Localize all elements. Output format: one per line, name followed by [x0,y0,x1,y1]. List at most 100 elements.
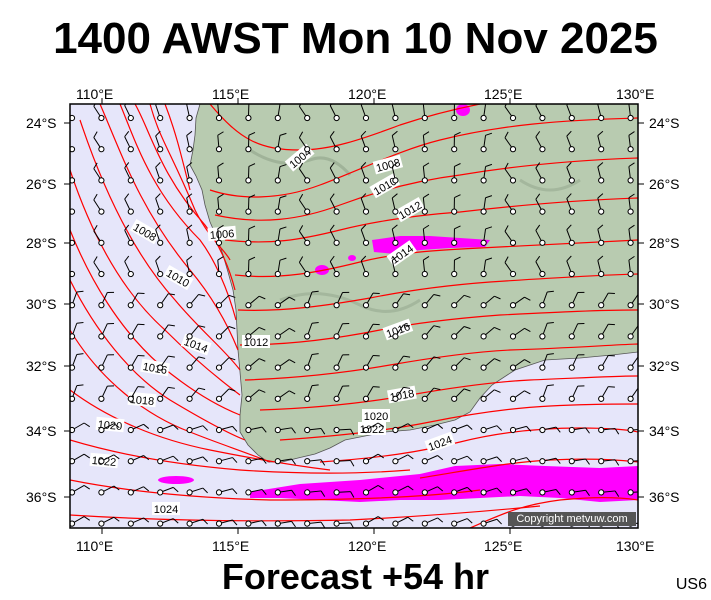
wind-barb [157,486,179,496]
wind-barb [568,458,590,465]
wind-barb [329,162,340,184]
wind-barb [597,130,605,153]
wind-barb [627,104,635,122]
lat-tick-left-34: 34°S [26,423,57,439]
wind-barb [124,130,134,153]
wind-barb [215,162,224,184]
wind-barb [598,323,615,340]
wind-barb [333,520,355,528]
lat-tick-right-34: 34°S [649,423,680,439]
wind-barb [627,131,635,153]
wind-barb [421,256,430,278]
wind-barb [480,358,501,371]
wind-barb [421,325,441,340]
wind-barb [568,489,590,496]
wind-barb [304,489,326,497]
svg-text:1024: 1024 [154,504,178,516]
wind-barb [245,520,267,527]
wind-barb [274,104,287,122]
wind-barb [539,384,554,402]
wind-barb [274,489,296,496]
wind-barb [333,291,350,309]
lat-tick-right-24: 24°S [649,115,680,131]
isobar-label: 1020 [362,409,390,423]
wind-barb [392,454,414,465]
wind-barb [333,323,350,340]
wind-barb [421,224,430,246]
wind-barb [480,487,502,496]
wind-barb [274,257,287,278]
forecast-hour-label: Forecast +54 hr [221,556,490,597]
lat-tick-left-28: 28°S [26,235,57,251]
wind-barb [186,130,193,153]
wind-barb [421,486,444,496]
wind-barb [274,132,287,153]
wind-barb [304,290,319,309]
lon-tick-top-125: 125°E [484,86,523,102]
wind-barb [127,486,150,496]
lat-tick-right-36: 36°S [649,489,680,505]
wind-barb [451,256,461,278]
svg-text:1020: 1020 [364,411,388,423]
wind-barb [451,225,461,246]
wind-barb [539,290,554,309]
wind-barb [157,355,175,371]
wind-barb [245,489,267,496]
wind-barb [333,385,350,402]
wind-barb [504,225,517,246]
wind-barb [598,386,615,402]
wind-barb [539,426,561,434]
wind-barb [215,131,224,153]
wind-barb [451,194,461,215]
wind-barb [93,131,105,153]
wind-barb [98,454,120,465]
wind-barb [127,386,145,402]
lat-tick-left-32: 32°S [26,358,57,374]
wind-barb [421,193,430,215]
wind-barb [157,424,179,434]
forecast-title: 1400 AWST Mon 10 Nov 2025 [53,14,658,63]
wind-barb [245,295,266,309]
wind-barb [304,520,326,528]
wind-barb [391,193,399,215]
wind-barb [568,323,585,340]
wind-barb [480,456,502,465]
wind-barb [98,354,115,371]
wind-barb [566,224,575,246]
wind-barb [304,426,326,435]
wind-barb [598,426,620,435]
wind-barb [127,292,145,309]
svg-text:1006: 1006 [209,228,234,242]
wind-barb [124,193,134,215]
wind-barb [421,293,441,309]
wind-barb [360,162,370,184]
wind-barb [597,224,605,246]
wind-barb [186,356,206,371]
wind-barb [124,224,134,246]
lat-tick-right-28: 28°S [649,235,680,251]
wind-barb [504,131,517,153]
wind-barb [392,293,411,309]
wind-barb [245,389,266,402]
lat-tick-right-30: 30°S [649,296,680,312]
wind-barb [360,224,370,246]
wind-barb [535,224,546,246]
wind-barb [186,325,206,340]
wind-barb [535,193,546,215]
wind-barb [304,353,319,371]
wind-barb [539,353,554,371]
wind-barb [157,324,175,340]
wind-barb [535,131,546,153]
wind-barb [186,293,206,309]
wind-barb [566,104,575,122]
wind-barb [186,193,193,215]
wind-barb [274,520,296,528]
wind-barb [93,162,105,184]
wind-barb [362,354,380,371]
wind-barb [480,518,502,527]
wind-barb [274,458,296,465]
lon-tick-bottom-130: 130°E [616,538,655,554]
wind-barb [329,193,340,215]
wind-barb [566,130,575,153]
wind-barb [245,256,256,278]
